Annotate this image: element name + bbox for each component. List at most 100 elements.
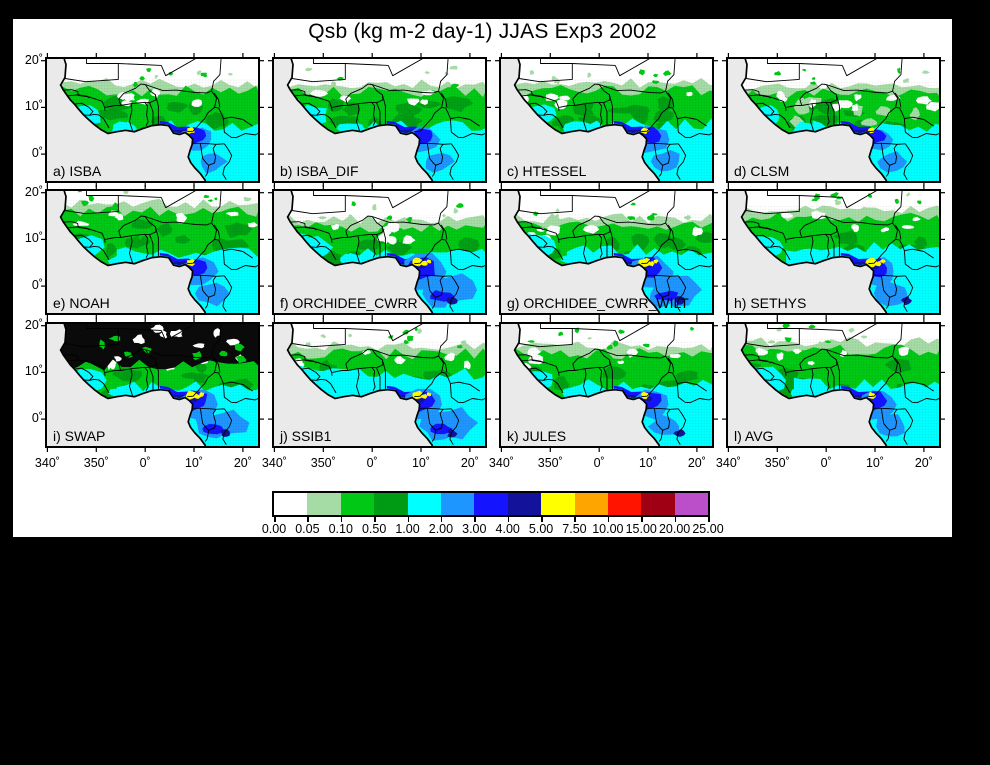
panel-frame [272, 57, 487, 183]
panel-label: k) JULES [507, 428, 567, 444]
lat-tick-label: 20˚ [24, 317, 43, 332]
coastline [513, 322, 662, 448]
colorbar-segment [674, 493, 709, 515]
lon-tick-label: 350˚ [537, 456, 563, 470]
lon-tick-label: 20˚ [914, 456, 933, 470]
coastline [513, 57, 662, 183]
map-panel-e: e) NOAH [41, 185, 264, 319]
colorbar-segment [440, 493, 475, 515]
map-panel-k: k) JULES [495, 318, 718, 452]
panel-frame [726, 57, 941, 183]
colorbar-tick-label: 0.50 [361, 522, 387, 536]
lon-tick-label: 340˚ [715, 456, 741, 470]
colorbar-tick-label: 0.05 [295, 522, 320, 536]
colorbar-tick [474, 517, 476, 522]
map-svg [495, 185, 718, 319]
panel-label: h) SETHYS [734, 295, 807, 311]
lon-tick-label: 10˚ [184, 456, 204, 470]
colorbar-segment [541, 493, 575, 515]
lat-tick-label: 0˚ [31, 278, 43, 293]
colorbar-segment [507, 493, 542, 515]
panel-frame [726, 189, 941, 315]
coastline [286, 57, 435, 183]
coastline [59, 189, 208, 315]
panel-label: l) AVG [734, 428, 774, 444]
map-svg [722, 318, 945, 452]
map-svg [41, 318, 264, 452]
map-svg [268, 185, 491, 319]
lat-tick-label: 20˚ [24, 52, 43, 67]
colorbar-tick-label: 4.00 [495, 522, 520, 536]
colorbar-tick [674, 517, 677, 522]
colorbar-segment [374, 493, 408, 515]
lat-tick-label: 0˚ [31, 411, 43, 426]
colorbar-tick [274, 517, 276, 522]
colorbar-tick-label: 20.00 [658, 522, 691, 536]
colorbar-tick [708, 517, 710, 522]
map-svg [41, 53, 264, 187]
colorbar-tick-label: 1.00 [395, 522, 420, 536]
panel-frame [499, 57, 714, 183]
map-svg [268, 53, 491, 187]
map-panel-a: a) ISBA [41, 53, 264, 187]
map-svg [495, 318, 718, 452]
lon-tick-label: 0˚ [366, 456, 378, 470]
colorbar-tick [574, 517, 576, 522]
map-panel-h: h) SETHYS [722, 185, 945, 319]
colorbar-tick-label: 15.00 [625, 522, 657, 536]
panel-label: b) ISBA_DIF [280, 163, 359, 179]
colorbar-segment [307, 493, 341, 515]
map-panel-j: j) SSIB1 [268, 318, 491, 452]
colorbar-segment [607, 493, 642, 515]
lon-tick-label: 0˚ [139, 456, 151, 470]
map-panel-c: c) HTESSEL [495, 53, 718, 187]
lon-tick-label: 10˚ [638, 456, 658, 470]
lon-tick-label: 0˚ [593, 456, 605, 470]
lon-tick-label: 350˚ [83, 456, 109, 470]
lon-tick-label: 20˚ [460, 456, 479, 470]
coastline [740, 189, 889, 315]
colorbar-segment [407, 493, 441, 515]
panel-label: e) NOAH [53, 295, 110, 311]
colorbar [272, 491, 710, 517]
map-panel-l: l) AVG [722, 318, 945, 452]
map-panel-g: g) ORCHIDEE_CWRR_WILT [495, 185, 718, 319]
lon-tick-label: 10˚ [411, 456, 431, 470]
panel-frame [726, 322, 941, 448]
panel-label: a) ISBA [53, 163, 102, 179]
figure-title: Qsb (kg m-2 day-1) JJAS Exp3 2002 [308, 20, 657, 43]
colorbar-segment [574, 493, 608, 515]
panel-label: j) SSIB1 [280, 428, 332, 444]
map-svg [41, 185, 264, 319]
lon-tick-label: 340˚ [34, 456, 60, 470]
colorbar-tick-label: 10.00 [592, 522, 624, 536]
map-svg [268, 318, 491, 452]
colorbar-tick [607, 517, 610, 522]
coastline [740, 322, 889, 448]
figure-canvas: Qsb (kg m-2 day-1) JJAS Exp3 2002 a) ISB… [13, 19, 952, 537]
colorbar-segment [274, 493, 308, 515]
lon-tick-label: 350˚ [764, 456, 790, 470]
colorbar-tick-label: 25.00 [692, 522, 724, 536]
colorbar-tick-label: 5.00 [528, 522, 554, 536]
lon-tick-label: 0˚ [820, 456, 832, 470]
colorbar-tick [307, 517, 309, 522]
panel-frame [499, 189, 714, 315]
panel-frame [45, 189, 260, 315]
panel-frame [272, 322, 487, 448]
lon-tick-label: 20˚ [233, 456, 252, 470]
coastline [740, 57, 889, 183]
colorbar-segment [641, 493, 675, 515]
lat-tick-label: 20˚ [24, 184, 43, 199]
lat-tick-label: 10˚ [24, 231, 43, 246]
colorbar-tick [541, 517, 543, 522]
colorbar-segment [474, 493, 508, 515]
lat-tick-label: 10˚ [24, 364, 43, 379]
colorbar-tick [507, 517, 510, 522]
colorbar-tick [407, 517, 410, 522]
coastline [286, 189, 435, 315]
panel-label: c) HTESSEL [507, 163, 587, 179]
colorbar-tick [374, 517, 376, 522]
panel-frame [499, 322, 714, 448]
